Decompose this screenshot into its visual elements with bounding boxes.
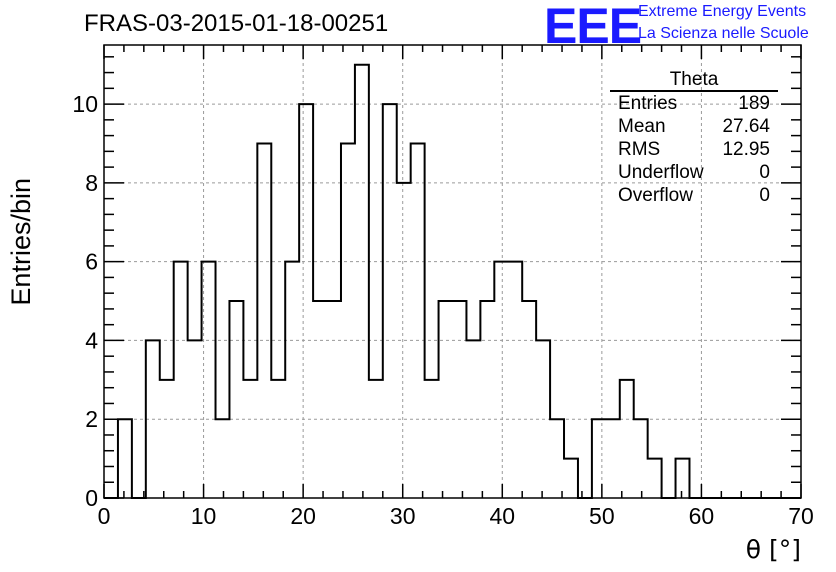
x-axis: 0 10 20 30 40 50 60 70 — [98, 45, 814, 529]
x-tick-label: 20 — [290, 503, 316, 529]
stats-row-rms: RMS 12.95 — [610, 138, 778, 161]
y-tick-label: 4 — [85, 327, 98, 353]
stats-value: 189 — [738, 93, 770, 114]
stats-value: 12.95 — [722, 139, 770, 160]
stats-value: 0 — [759, 162, 770, 183]
x-axis-label: θ [°] — [746, 535, 801, 564]
histogram-outline — [104, 63, 801, 499]
x-tick-label: 50 — [589, 503, 615, 529]
stats-label: Entries — [618, 93, 678, 114]
y-tick-label: 8 — [85, 170, 98, 196]
eee-logo: EEE — [544, 0, 642, 54]
y-tick-label: 2 — [85, 406, 98, 432]
stats-row-overflow: Overflow 0 — [610, 184, 778, 207]
stats-label: Overflow — [618, 185, 693, 206]
stats-row-entries: Entries 189 — [610, 92, 778, 115]
y-tick-label: 10 — [72, 91, 98, 117]
plot-border — [103, 44, 802, 499]
logo-caption-line2: La Scienza nelle Scuole — [638, 25, 809, 42]
y-axis-label: Entries/bin — [6, 178, 36, 306]
stats-box: Theta Entries 189 Mean 27.64 RMS 12.95 Unde… — [610, 70, 778, 207]
plot-frame — [103, 44, 802, 499]
x-tick-label: 30 — [390, 503, 416, 529]
x-tick-label: 60 — [689, 503, 715, 529]
stats-label: RMS — [618, 139, 661, 160]
logo-caption-line1: Extreme Energy Events — [638, 3, 807, 20]
stats-value: 27.64 — [722, 116, 770, 137]
x-tick-label: 0 — [98, 503, 111, 529]
x-tick-label: 40 — [489, 503, 515, 529]
stats-value: 0 — [759, 185, 770, 206]
y-tick-label: 6 — [85, 249, 98, 275]
stats-row-mean: Mean 27.64 — [610, 115, 778, 138]
histogram-series — [104, 63, 801, 499]
stats-title: Theta — [610, 70, 778, 92]
chart-title: FRAS-03-2015-01-18-00251 — [84, 10, 389, 37]
y-tick-label: 0 — [85, 485, 98, 511]
x-tick-label: 70 — [788, 503, 814, 529]
stats-label: Mean — [618, 116, 666, 137]
stats-row-underflow: Underflow 0 — [610, 161, 778, 184]
x-tick-label: 10 — [191, 503, 217, 529]
y-axis: 0 2 4 6 8 10 — [72, 56, 801, 511]
stats-label: Underflow — [618, 162, 704, 183]
